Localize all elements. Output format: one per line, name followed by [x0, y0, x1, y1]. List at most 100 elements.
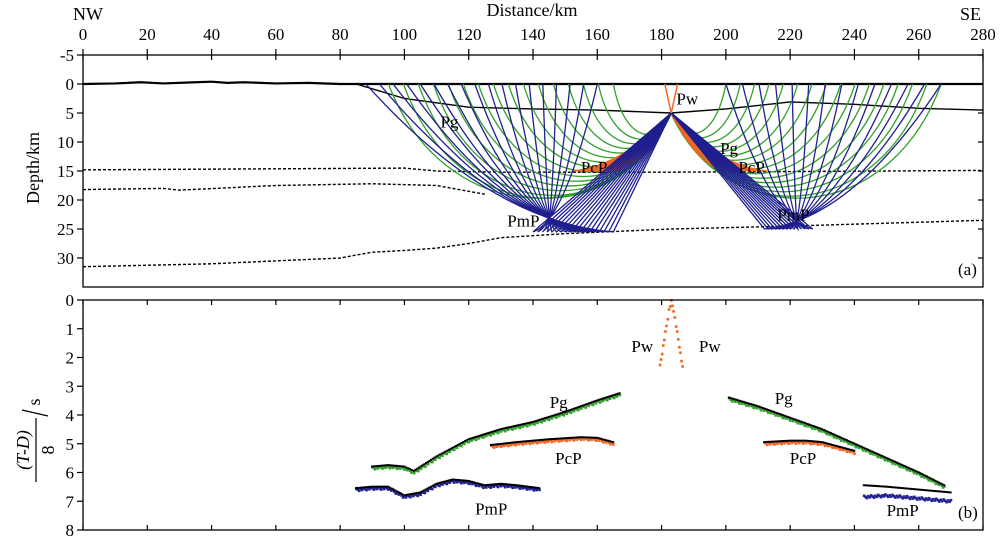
travel-time-point-pmp: [874, 494, 877, 498]
y-tick-label: 15: [57, 162, 74, 181]
travel-time-point-model: [792, 417, 795, 420]
travel-time-point-model: [782, 440, 785, 443]
travel-time-point-model: [771, 440, 774, 443]
travel-time-point-model: [562, 437, 565, 440]
travel-time-point-model: [483, 433, 486, 436]
travel-time-point-model: [799, 439, 802, 442]
travel-time-point-pcp: [495, 445, 499, 448]
travel-time-point-model: [830, 443, 833, 446]
travel-time-point-model: [435, 482, 438, 485]
travel-time-point-pg: [587, 404, 590, 408]
travel-time-point-pg: [920, 475, 923, 478]
travel-time-point-model: [888, 485, 891, 488]
travel-time-point-model: [535, 419, 538, 422]
travel-time-point-model: [915, 488, 918, 491]
travel-time-point-pcp: [604, 441, 608, 444]
travel-time-point-model: [538, 439, 541, 442]
travel-time-point-pcp: [819, 443, 823, 446]
travel-time-point-pmp: [876, 493, 880, 497]
travel-time-point-model: [403, 494, 406, 497]
travel-time-point-model: [512, 441, 515, 444]
travel-time-point-model: [760, 406, 763, 409]
travel-time-point-pcp: [590, 438, 593, 442]
travel-time-point-model: [476, 482, 479, 485]
panel-b-phase-pcp: PcP: [555, 449, 581, 468]
travel-time-point-pg: [470, 439, 474, 442]
travel-time-point-model: [615, 393, 618, 396]
travel-time-point-pmp: [375, 487, 379, 491]
travel-time-point-model: [520, 484, 523, 487]
travel-time-point-model: [363, 486, 366, 489]
travel-time-point-model: [555, 437, 558, 440]
travel-time-point-pcp: [845, 450, 849, 454]
travel-time-point-pcp: [593, 438, 596, 441]
travel-time-point-pmp: [879, 495, 883, 499]
travel-time-point-pmp: [502, 484, 506, 488]
travel-time-point-model: [455, 478, 458, 481]
travel-time-point-pcp: [824, 444, 827, 448]
travel-time-point-pcp: [544, 439, 548, 442]
travel-time-point-pw: [678, 346, 681, 349]
travel-time-point-model: [438, 453, 441, 456]
travel-time-point-pg: [913, 471, 916, 475]
travel-time-point-pcp: [837, 446, 840, 450]
travel-time-point-pcp: [528, 442, 532, 446]
travel-time-point-model: [478, 434, 481, 437]
travel-time-point-pg: [505, 427, 509, 431]
travel-time-point-model: [526, 485, 529, 488]
travel-time-point-model: [787, 439, 790, 442]
y-tick-label: 10: [57, 133, 74, 152]
travel-time-point-pg: [843, 440, 846, 443]
travel-time-point-pcp: [815, 442, 818, 445]
travel-time-point-pmp: [892, 494, 896, 498]
panel-b-phase-pg: Pg: [775, 389, 793, 408]
phase-label-pg: Pg: [720, 139, 738, 158]
travel-time-point-pcp: [802, 442, 805, 445]
travel-time-point-model: [790, 417, 793, 420]
travel-time-point-pg: [605, 398, 609, 402]
panel-b: 0 1 2 3 4 5 6 7 8 Pw Pw Pg PcP PmP Pg PcP PmP (T-D) 8 s…: [13, 291, 984, 540]
travel-time-point-model: [406, 493, 409, 496]
travel-time-point-model: [813, 425, 816, 428]
travel-time-point-pg: [809, 425, 812, 429]
panel-b-y-tick-label: 5: [66, 435, 75, 454]
travel-time-point-pg: [424, 465, 427, 468]
ray-pmp-right: [670, 83, 810, 230]
travel-time-point-pg: [489, 434, 493, 437]
travel-time-point-pg: [923, 476, 926, 479]
travel-time-point-pg: [498, 429, 501, 433]
travel-time-point-model: [888, 458, 891, 461]
travel-time-point-model: [360, 486, 363, 489]
travel-time-point-pg: [872, 453, 875, 456]
travel-time-point-model: [394, 489, 397, 492]
travel-time-point-pmp: [921, 497, 925, 501]
travel-time-point-pmp: [894, 496, 897, 499]
travel-time-point-pg: [908, 469, 912, 473]
travel-time-point-pw: [681, 365, 684, 368]
travel-time-point-model: [512, 425, 515, 428]
travel-time-point-pcp: [550, 440, 554, 444]
y-title-denominator: 8: [38, 446, 58, 455]
y-tick-label: 0: [66, 75, 75, 94]
travel-time-point-model: [442, 451, 445, 454]
travel-time-point-pmp: [883, 493, 887, 496]
travel-time-point-model: [840, 446, 843, 449]
travel-time-point-pg: [536, 421, 539, 425]
travel-time-point-pg: [525, 424, 529, 428]
travel-time-point-model: [922, 473, 925, 476]
travel-time-point-model: [931, 478, 934, 481]
travel-time-point-pw: [658, 363, 662, 367]
travel-time-point-model: [618, 392, 621, 395]
travel-time-point-model: [378, 464, 381, 467]
panel-b-frame: [82, 299, 984, 531]
ray-pmp-left: [487, 83, 672, 233]
travel-time-point-model: [544, 438, 547, 441]
travel-time-point-model: [549, 415, 552, 418]
travel-time-point-pmp: [411, 494, 415, 498]
travel-time-point-model: [815, 426, 818, 429]
travel-time-point-pg: [847, 442, 850, 446]
travel-time-point-model: [763, 441, 766, 444]
travel-time-point-model: [740, 400, 743, 403]
travel-time-point-pcp: [507, 444, 510, 448]
travel-time-point-pg: [821, 430, 824, 433]
